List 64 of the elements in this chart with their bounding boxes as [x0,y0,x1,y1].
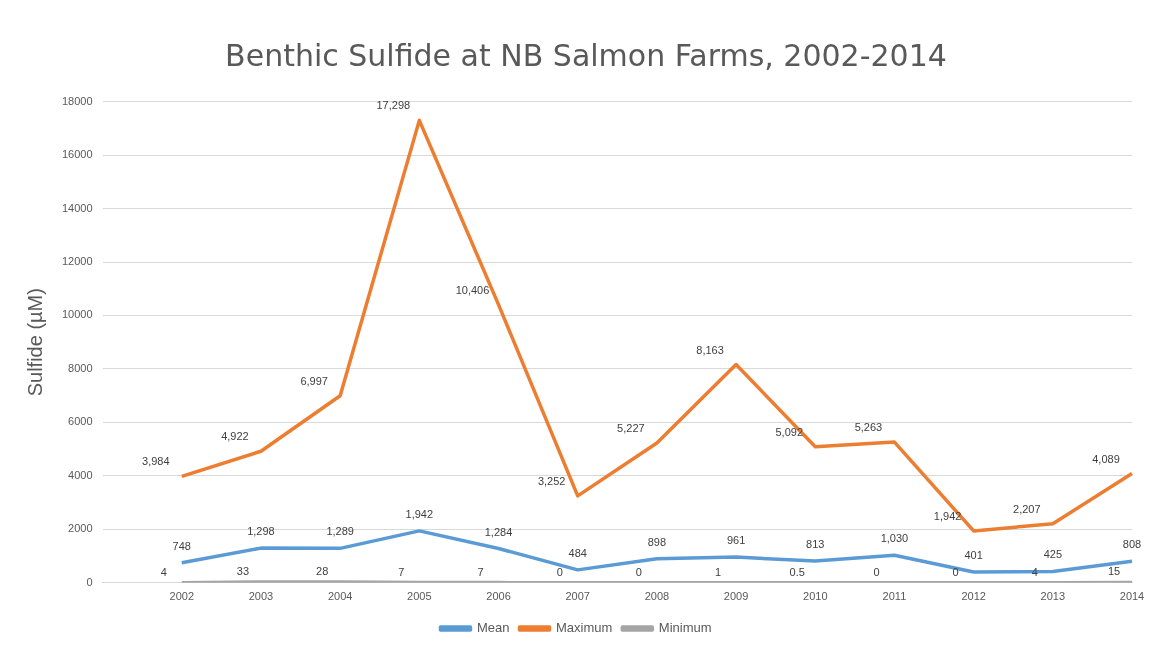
y-tick-label: 4000 [68,468,93,481]
x-tick-label: 2014 [1119,590,1145,603]
x-tick-label: 2012 [961,590,986,603]
data-label: 3,984 [142,455,170,468]
data-label: 5,263 [854,421,883,434]
data-label: 1,942 [405,507,434,520]
data-label: 961 [726,534,746,547]
x-tick-label: 2006 [486,590,511,603]
y-tick-label: 14000 [61,201,93,214]
y-tick-label: 0 [86,575,93,588]
y-tick-label: 10000 [61,308,93,321]
legend-label: Minimum [658,620,712,636]
y-tick-label: 18000 [61,94,93,107]
data-label: 813 [806,538,825,551]
data-label: 7 [398,565,405,578]
data-label: 2,207 [1013,502,1041,515]
data-label: 425 [1043,548,1062,561]
data-label: 10,406 [455,283,490,296]
data-label: 898 [647,535,667,548]
legend-label: Maximum [555,620,613,636]
x-tick-label: 2003 [248,590,274,603]
data-label: 33 [236,564,250,577]
x-tick-label: 2008 [644,590,670,603]
data-label: 401 [964,549,983,562]
x-tick-label: 2002 [169,590,195,603]
y-tick-label: 6000 [68,415,93,428]
y-tick-label: 16000 [61,148,93,161]
y-tick-label: 2000 [68,522,93,535]
data-label: 17,298 [376,99,411,112]
data-label: 0.5 [789,565,805,578]
data-label: 484 [568,546,587,559]
data-label: 1,284 [484,525,513,538]
data-label: 0 [952,565,959,578]
data-label: 1,298 [247,525,275,538]
data-label: 28 [316,565,329,578]
data-label: 8,163 [696,343,724,356]
data-label: 15 [1107,565,1121,578]
legend-label: Mean [476,620,510,636]
data-label: 4,922 [221,430,249,443]
data-label: 6,997 [300,374,328,387]
x-tick-label: 2005 [407,590,432,603]
data-label: 4 [160,565,167,578]
x-tick-label: 2010 [803,590,828,603]
data-label: 808 [1122,538,1142,551]
x-tick-label: 2004 [327,590,353,603]
data-label: 0 [873,565,880,578]
y-tick-label: 12000 [61,255,93,268]
chart-title: Benthic Sulfide at NB Salmon Farms, 2002-2014 [224,38,948,73]
data-label: 1,030 [880,532,909,545]
x-tick-label: 2007 [565,590,590,603]
data-label: 1,289 [326,525,354,538]
data-label: 748 [172,539,191,552]
data-label: 3,252 [537,474,566,487]
data-label: 0 [635,565,642,578]
data-label: 4,089 [1092,452,1120,465]
data-label: 7 [477,565,484,578]
data-label: 5,227 [617,422,645,435]
x-tick-label: 2013 [1040,590,1066,603]
data-label: 1 [715,565,722,578]
y-axis-title: Sulfide (µM) [23,288,46,397]
data-label: 0 [556,565,563,578]
y-tick-label: 8000 [68,361,93,374]
x-tick-label: 2009 [723,590,749,603]
x-tick-label: 2011 [882,590,907,603]
